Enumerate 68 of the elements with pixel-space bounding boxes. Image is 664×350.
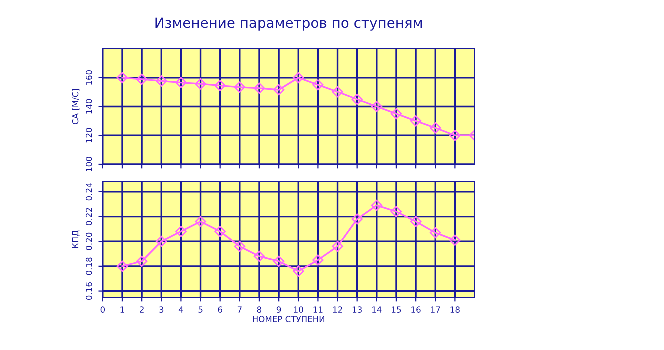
x-axis-title: НОМЕР СТУПЕНИ (253, 316, 325, 322)
point (136, 256, 148, 268)
point (195, 78, 206, 90)
y-axis-title: СА [М/С] (72, 89, 80, 125)
y-tick-label: 0.20 (86, 232, 92, 250)
point (293, 266, 304, 278)
point (195, 216, 206, 228)
point (234, 82, 246, 94)
point (214, 80, 226, 92)
point (136, 74, 148, 86)
x-tick-label: 6 (218, 306, 222, 313)
y-axis-title: КПД (72, 230, 80, 248)
x-tick-label: 11 (314, 306, 323, 313)
point (116, 72, 128, 84)
x-tick-label: 4 (178, 306, 184, 313)
x-tick-label: 5 (198, 306, 203, 313)
x-tick-label: 9 (276, 306, 282, 313)
chart-title: Изменение параметров по ступеням (156, 18, 422, 31)
point (430, 227, 442, 239)
y-tick-label: 160 (86, 70, 92, 85)
y-tick-label: 100 (86, 157, 92, 172)
point (156, 76, 168, 87)
point (352, 94, 363, 106)
x-tick-label: 16 (412, 306, 421, 313)
x-tick-label: 3 (160, 306, 164, 313)
y-tick-label: 120 (86, 128, 92, 143)
point (450, 234, 461, 246)
point (273, 84, 285, 96)
y-tick-label: 140 (86, 99, 92, 114)
point (390, 108, 402, 120)
y-tick-label: 0.18 (86, 258, 92, 276)
y-tick-label: 0.16 (86, 282, 92, 300)
x-tick-label: 15 (392, 306, 402, 313)
x-tick-label: 2 (140, 306, 144, 313)
point (293, 72, 304, 84)
point (254, 82, 266, 94)
point (116, 260, 128, 272)
x-tick-label: 13 (352, 306, 362, 313)
point (332, 86, 344, 98)
point (156, 236, 168, 248)
point (410, 216, 422, 228)
point (214, 226, 226, 238)
point (254, 250, 266, 262)
x-tick-label: 18 (450, 306, 460, 313)
point (312, 79, 324, 91)
x-tick-label: 17 (431, 306, 440, 313)
point (234, 240, 246, 252)
point (450, 130, 461, 142)
point (176, 77, 187, 88)
x-tick-label: 0 (100, 306, 106, 313)
point (430, 122, 442, 134)
point (390, 206, 402, 218)
x-tick-label: 12 (333, 306, 342, 313)
y-tick-label: 0.22 (86, 208, 92, 226)
point (273, 256, 285, 268)
point (410, 116, 422, 127)
y-tick-label: 0.24 (86, 183, 92, 201)
x-tick-label: 14 (372, 306, 382, 313)
point (371, 101, 383, 112)
point (176, 226, 187, 238)
point (332, 240, 344, 252)
x-tick-label: 7 (238, 306, 242, 313)
x-tick-label: 1 (120, 306, 124, 313)
point (352, 214, 363, 225)
point (371, 200, 383, 212)
point (312, 254, 324, 266)
x-tick-label: 10 (294, 306, 304, 313)
x-tick-label: 8 (257, 306, 262, 313)
